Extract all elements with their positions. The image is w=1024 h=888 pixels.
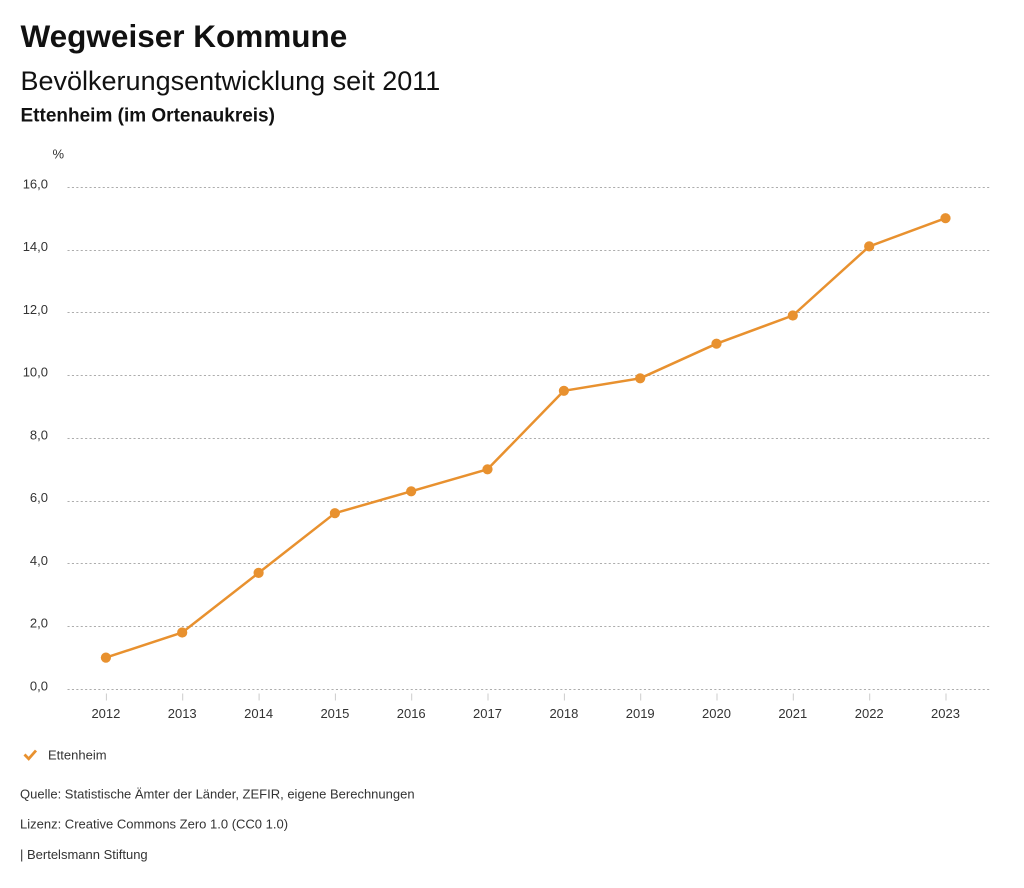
svg-text:2017: 2017 bbox=[473, 706, 502, 721]
svg-text:6,0: 6,0 bbox=[30, 490, 48, 505]
svg-text:Bevölkerungsentwicklung seit 2: Bevölkerungsentwicklung seit 2011 bbox=[21, 66, 441, 96]
svg-text:16,0: 16,0 bbox=[23, 176, 48, 191]
svg-text:12,0: 12,0 bbox=[23, 302, 48, 317]
svg-text:Ettenheim: Ettenheim bbox=[48, 747, 107, 762]
svg-text:2014: 2014 bbox=[244, 706, 273, 721]
svg-text:2022: 2022 bbox=[855, 706, 884, 721]
svg-text:2013: 2013 bbox=[168, 706, 197, 721]
svg-text:0,0: 0,0 bbox=[30, 679, 48, 694]
svg-text:Ettenheim (im Ortenaukreis): Ettenheim (im Ortenaukreis) bbox=[21, 105, 275, 126]
svg-text:2012: 2012 bbox=[91, 706, 120, 721]
svg-text:14,0: 14,0 bbox=[23, 239, 48, 254]
svg-text:2018: 2018 bbox=[549, 706, 578, 721]
svg-text:2,0: 2,0 bbox=[30, 616, 48, 631]
svg-text:%: % bbox=[53, 147, 65, 162]
svg-text:4,0: 4,0 bbox=[30, 553, 48, 568]
svg-text:2023: 2023 bbox=[931, 706, 960, 721]
svg-text:Quelle: Statistische Ämter der: Quelle: Statistische Ämter der Länder, Z… bbox=[20, 787, 415, 802]
svg-text:2015: 2015 bbox=[320, 706, 349, 721]
svg-text:2020: 2020 bbox=[702, 706, 731, 721]
svg-text:Lizenz: Creative Commons Zero: Lizenz: Creative Commons Zero 1.0 (CC0 1… bbox=[20, 817, 288, 832]
svg-text:Wegweiser Kommune: Wegweiser Kommune bbox=[21, 18, 348, 54]
svg-text:| Bertelsmann Stiftung: | Bertelsmann Stiftung bbox=[20, 847, 148, 862]
svg-text:2019: 2019 bbox=[626, 706, 655, 721]
svg-text:10,0: 10,0 bbox=[23, 365, 48, 380]
svg-text:2016: 2016 bbox=[397, 706, 426, 721]
svg-text:8,0: 8,0 bbox=[30, 427, 48, 442]
svg-text:2021: 2021 bbox=[778, 706, 807, 721]
